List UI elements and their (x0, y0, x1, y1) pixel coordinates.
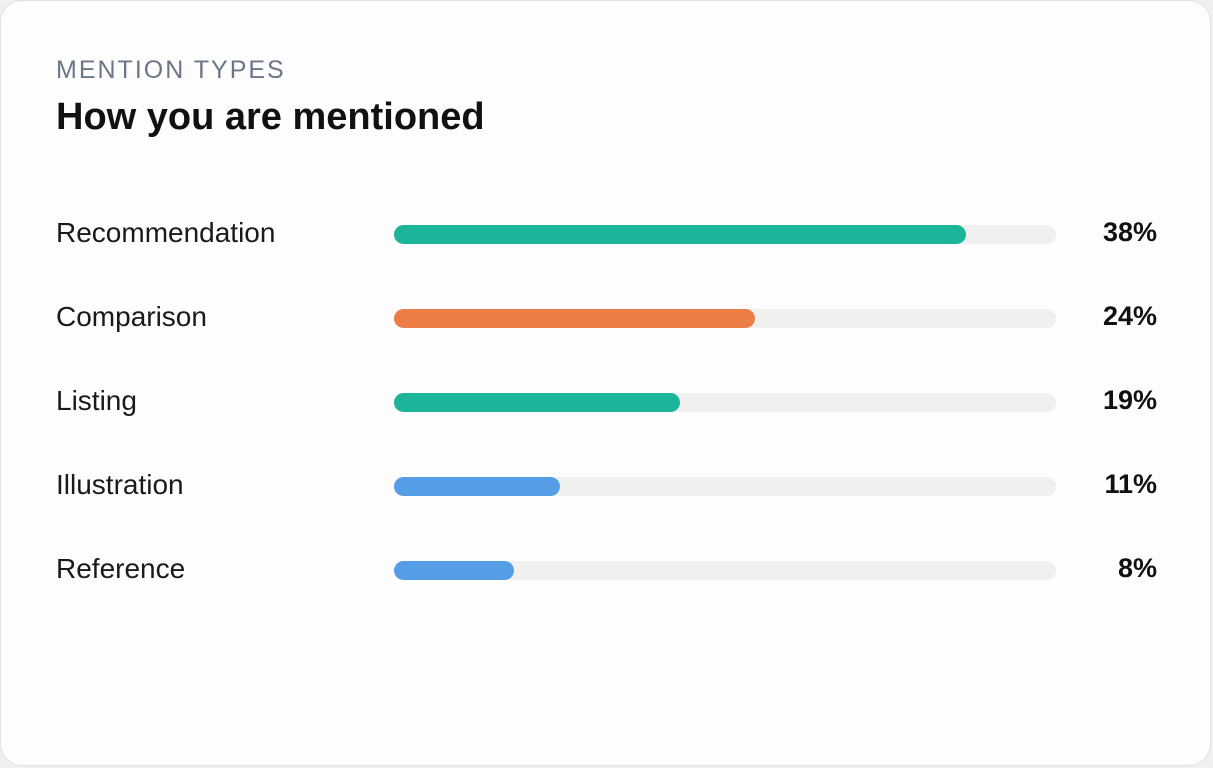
bar-value-label: 19% (1102, 385, 1157, 415)
bar-row: Reference 8% (1, 549, 1212, 589)
bar-category-label: Listing (56, 385, 137, 416)
bar-category-label: Comparison (56, 301, 207, 332)
bar-value-label: 38% (1102, 217, 1157, 247)
bar-fill (394, 393, 680, 412)
bar-track (394, 477, 1056, 496)
section-eyebrow: MENTION TYPES (56, 56, 286, 84)
bar-row: Comparison 24% (1, 297, 1212, 337)
bar-fill (394, 477, 560, 496)
bar-fill (394, 309, 755, 328)
bar-track (394, 309, 1056, 328)
bar-value-label: 11% (1104, 469, 1157, 499)
bar-track (394, 393, 1056, 412)
bar-track (394, 561, 1056, 580)
bar-value-label: 8% (1117, 553, 1157, 583)
bar-track (394, 225, 1056, 244)
bar-fill (394, 225, 966, 244)
bar-category-label: Recommendation (56, 217, 276, 248)
bar-category-label: Illustration (56, 469, 184, 500)
bar-row: Illustration 11% (1, 465, 1212, 505)
card-title: How you are mentioned (56, 96, 485, 138)
bar-category-label: Reference (56, 553, 186, 584)
bar-fill (394, 561, 514, 580)
bar-value-label: 24% (1102, 301, 1157, 331)
bar-row: Listing 19% (1, 381, 1212, 421)
bar-row: Recommendation 38% (1, 213, 1212, 253)
